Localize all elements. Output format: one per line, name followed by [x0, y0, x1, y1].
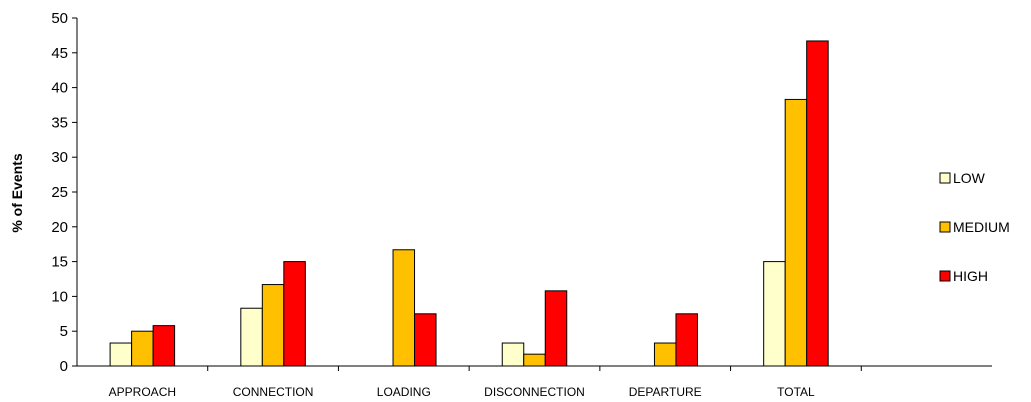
legend-swatch-high: [939, 270, 951, 282]
bar-medium-disconnection: [523, 353, 546, 367]
bar-high-loading: [414, 313, 437, 367]
x-tick-label: DEPARTURE: [629, 385, 702, 399]
y-tick-label: 20: [51, 219, 68, 236]
bar-low-approach: [109, 342, 133, 367]
y-tick-label: 35: [51, 114, 68, 131]
y-tick-label: 50: [51, 10, 68, 27]
legend-label-high: HIGH: [953, 268, 988, 284]
y-axis: 0 5 10 15 20 25 30 35 40 45 50: [51, 10, 78, 375]
y-tick-label: 40: [51, 80, 68, 97]
y-tick-label: 45: [51, 45, 68, 62]
y-tick-label: 10: [51, 288, 68, 305]
y-tick-label: 25: [51, 184, 68, 201]
bar-high-approach: [152, 325, 176, 367]
x-axis: APPROACH CONNECTION LOADING DISCONNECTION DE…: [77, 365, 992, 399]
bar-high-connection: [283, 261, 306, 367]
x-tick-label: DISCONNECTION: [484, 385, 585, 399]
y-tick-label: 30: [51, 149, 68, 166]
bar-high-departure: [675, 313, 698, 367]
y-ticks: 0 5 10 15 20 25 30 35 40 45 50: [51, 10, 77, 375]
legend-swatch-medium: [939, 221, 951, 233]
bar-high-total: [806, 40, 829, 367]
bar-medium-approach: [131, 330, 154, 367]
bar-high-disconnection: [544, 290, 568, 367]
bar-medium-departure: [653, 342, 677, 367]
x-tick-label: CONNECTION: [233, 385, 314, 399]
x-tick-label: TOTAL: [777, 385, 815, 399]
y-tick-label: 0: [60, 358, 68, 375]
plot-area: [109, 40, 829, 367]
y-axis-label: % of Events: [9, 153, 25, 233]
x-tick-label: APPROACH: [109, 385, 176, 399]
bar-low-connection: [240, 307, 263, 367]
x-tick-label: LOADING: [377, 385, 431, 399]
legend: LOW MEDIUM HIGH: [939, 170, 1010, 284]
y-tick-label: 5: [60, 323, 68, 340]
x-labels: APPROACH CONNECTION LOADING DISCONNECTION DE…: [109, 366, 862, 399]
bar-low-total: [763, 261, 786, 367]
legend-label-low: LOW: [953, 170, 986, 186]
y-tick-label: 15: [51, 254, 68, 271]
bar-medium-total: [784, 98, 808, 367]
bar-medium-loading: [392, 249, 416, 367]
legend-label-medium: MEDIUM: [953, 219, 1010, 235]
bar-low-disconnection: [501, 342, 525, 367]
legend-swatch-low: [939, 172, 951, 184]
bar-medium-connection: [261, 284, 285, 367]
